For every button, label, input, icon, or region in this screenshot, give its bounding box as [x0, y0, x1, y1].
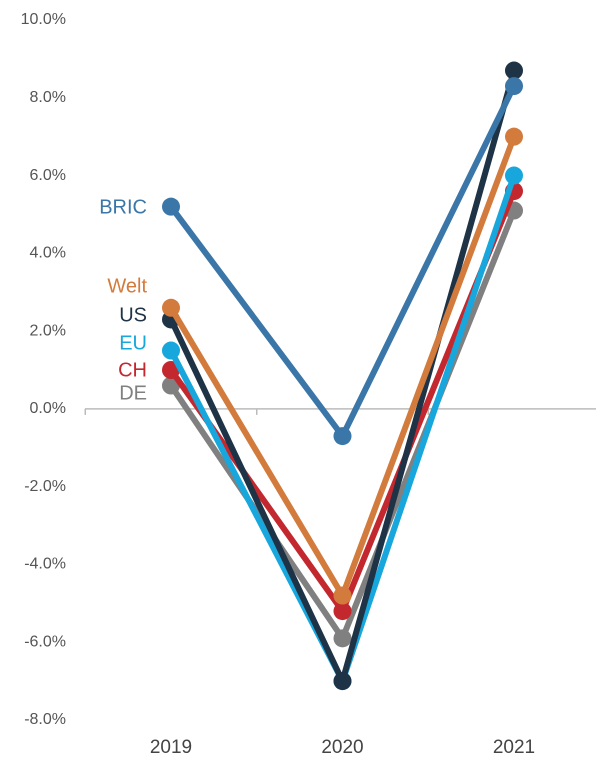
legend-label: Welt — [107, 275, 147, 297]
y-tick-label: 4.0% — [30, 245, 66, 262]
y-tick-label: 2.0% — [30, 322, 66, 339]
legend-label: US — [119, 304, 147, 326]
x-tick-label: 2019 — [150, 737, 192, 758]
y-tick-label: -2.0% — [24, 478, 66, 495]
y-tick-label: 6.0% — [30, 167, 66, 184]
y-tick-label: -8.0% — [24, 711, 66, 728]
y-tick-label: 10.0% — [21, 11, 66, 28]
point — [505, 77, 523, 96]
point — [333, 602, 352, 621]
point — [162, 341, 180, 360]
y-tick-label: -4.0% — [24, 556, 66, 573]
point — [162, 298, 180, 317]
y-tick-label: 8.0% — [30, 89, 66, 106]
y-tick-label: -6.0% — [24, 633, 66, 650]
x-tick-label: 2021 — [493, 737, 535, 758]
point — [333, 586, 352, 605]
point — [162, 197, 180, 216]
point — [505, 61, 523, 80]
legend-label: CH — [118, 359, 147, 381]
series-line — [168, 135, 517, 599]
legend-label: DE — [119, 382, 147, 404]
point — [505, 166, 523, 185]
point — [505, 127, 523, 146]
point — [333, 629, 352, 648]
point — [333, 672, 352, 691]
legend-label: EU — [119, 332, 147, 354]
x-tick-label: 2020 — [321, 737, 363, 758]
legend-label: BRIC — [99, 196, 147, 218]
y-tick-label: 0.0% — [30, 400, 66, 417]
point — [333, 427, 352, 446]
